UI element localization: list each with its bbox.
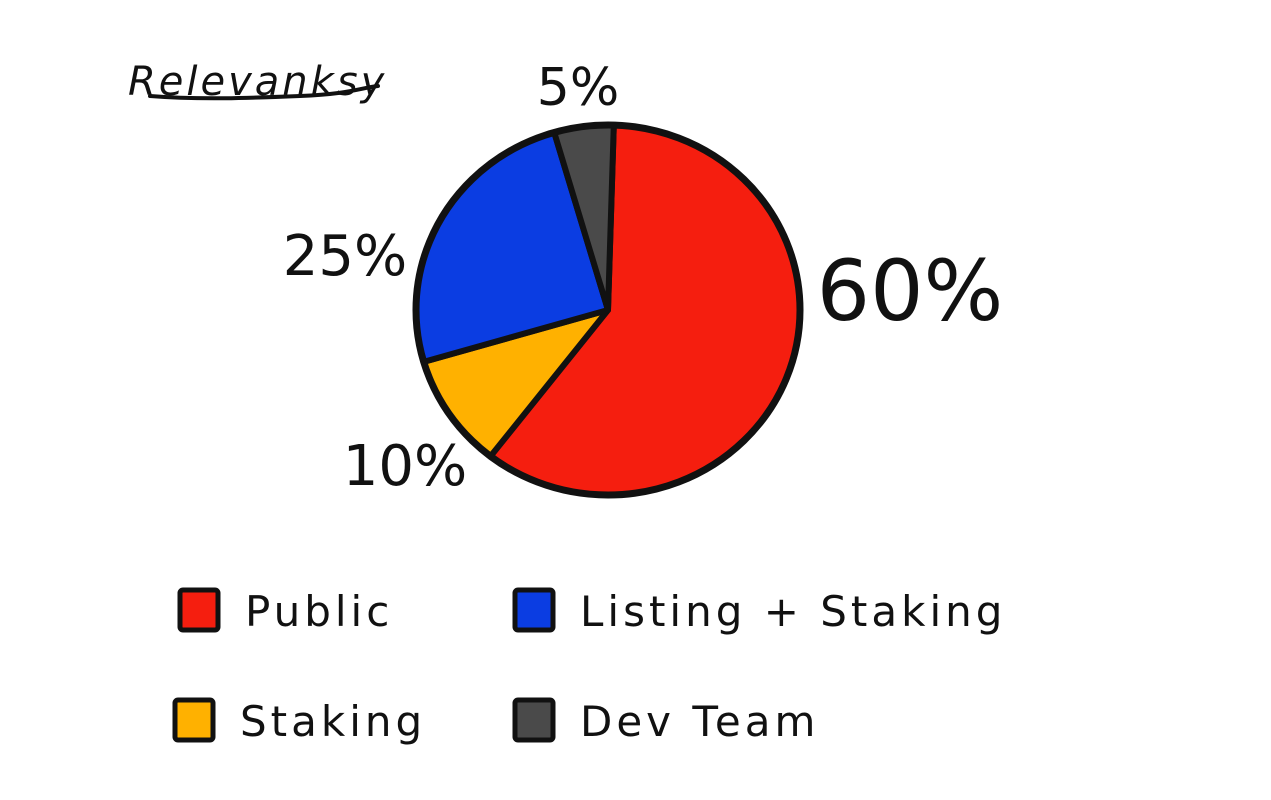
legend-item-listing-staking: Listing + Staking (512, 587, 1006, 636)
slice-value-label: 60% (817, 242, 1004, 340)
legend-swatch-icon (177, 587, 221, 633)
brand-logo: Relevanksy (128, 59, 384, 105)
slice-value-label: 5% (537, 58, 620, 118)
legend-label: Listing + Staking (580, 587, 1006, 636)
legend: Public Listing + Staking Staking Dev Team (172, 587, 1006, 746)
legend-swatch-icon (512, 697, 556, 743)
legend-label: Dev Team (580, 697, 819, 746)
legend-swatch-icon (512, 587, 556, 633)
legend-item-staking: Staking (172, 697, 426, 746)
legend-item-public: Public (177, 587, 393, 636)
legend-swatch-icon (172, 697, 216, 743)
legend-label: Public (245, 587, 393, 636)
pie-labels: 60% 10% 25% 5% (283, 58, 1004, 499)
slice-value-label: 25% (283, 224, 407, 289)
logo-underline-icon (148, 84, 380, 101)
legend-label: Staking (240, 697, 426, 746)
pie-outline (412, 121, 804, 499)
pie-slices (412, 121, 804, 499)
slice-value-label: 10% (343, 434, 467, 499)
legend-item-dev-team: Dev Team (512, 697, 819, 746)
